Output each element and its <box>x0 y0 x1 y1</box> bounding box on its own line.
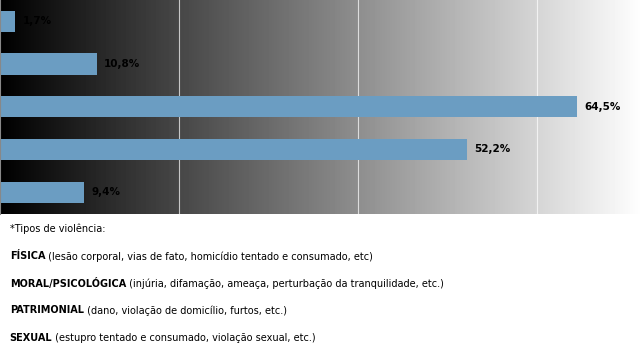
Bar <box>0 54 97 75</box>
Bar <box>0 96 577 117</box>
Text: (dano, violação de domicílio, furtos, etc.): (dano, violação de domicílio, furtos, et… <box>84 306 287 316</box>
Text: 52,2%: 52,2% <box>474 144 510 154</box>
Bar <box>0 11 15 32</box>
Text: *Tipos de violência:: *Tipos de violência: <box>10 224 105 234</box>
Text: SEXUAL: SEXUAL <box>10 333 52 343</box>
Text: 1,7%: 1,7% <box>23 16 52 26</box>
Bar <box>0 181 84 203</box>
Text: (lesão corporal, vias de fato, homicídio tentado e consumado, etc): (lesão corporal, vias de fato, homicídio… <box>45 251 373 262</box>
Text: 64,5%: 64,5% <box>584 102 620 112</box>
Text: MORAL/PSICOLÓGICA: MORAL/PSICOLÓGICA <box>10 278 126 289</box>
Text: PATRIMONIAL: PATRIMONIAL <box>10 306 84 316</box>
Bar <box>0 139 467 160</box>
Text: 10,8%: 10,8% <box>104 59 140 69</box>
Text: (estupro tentado e consumado, violação sexual, etc.): (estupro tentado e consumado, violação s… <box>52 333 316 343</box>
Text: FÍSICA: FÍSICA <box>10 251 45 261</box>
Text: 9,4%: 9,4% <box>91 187 120 197</box>
Text: (injúria, difamação, ameaça, perturbação da tranquilidade, etc.): (injúria, difamação, ameaça, perturbação… <box>126 278 444 289</box>
